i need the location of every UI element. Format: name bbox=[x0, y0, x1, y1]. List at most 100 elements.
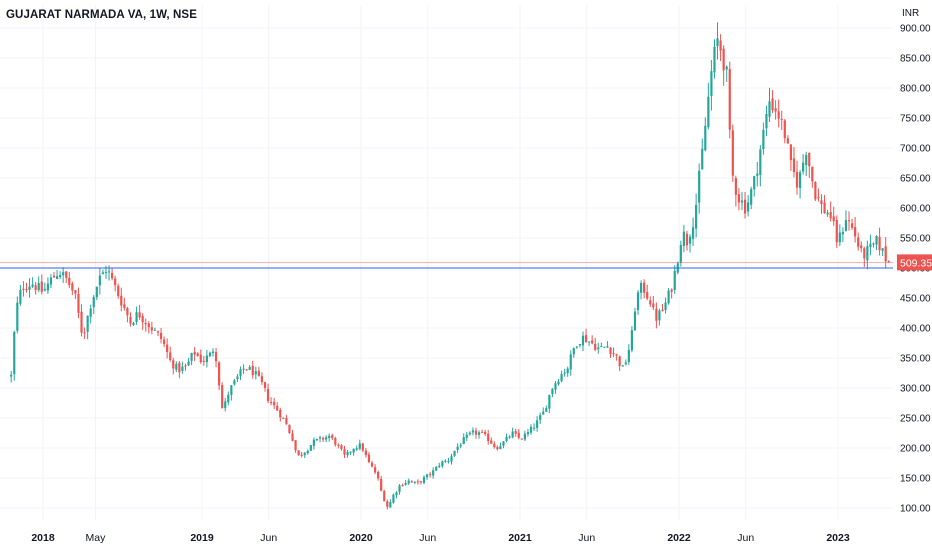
candle-body bbox=[563, 372, 566, 374]
candle-body bbox=[373, 467, 377, 473]
candle-body bbox=[111, 272, 114, 279]
candle-body bbox=[257, 370, 260, 376]
candle-body bbox=[260, 376, 264, 382]
x-tick-label: 2018 bbox=[31, 532, 55, 544]
candle-body bbox=[441, 461, 444, 467]
candle-body bbox=[786, 138, 789, 144]
candle-body bbox=[450, 456, 453, 462]
candle-body bbox=[398, 485, 401, 492]
candle-body bbox=[172, 360, 175, 369]
candle-body bbox=[759, 149, 762, 176]
candle-body bbox=[863, 248, 866, 259]
candle-body bbox=[624, 362, 627, 365]
candle-body bbox=[221, 385, 224, 409]
candle-body bbox=[847, 220, 851, 222]
candle-body bbox=[695, 205, 698, 229]
candle-body bbox=[814, 182, 817, 200]
candle-body bbox=[667, 290, 670, 304]
candle-body bbox=[401, 485, 404, 487]
candle-body bbox=[104, 272, 108, 274]
candle-body bbox=[294, 440, 297, 451]
y-tick-label: 350.00 bbox=[900, 354, 931, 365]
candle-body bbox=[646, 292, 649, 299]
candle-body bbox=[236, 376, 239, 380]
candle-body bbox=[600, 346, 603, 348]
candle-body bbox=[114, 278, 117, 286]
candle-body bbox=[795, 171, 799, 188]
candle-body bbox=[698, 170, 701, 203]
y-tick-label: 150.00 bbox=[900, 474, 931, 485]
candle-body bbox=[575, 346, 578, 348]
candle-body bbox=[805, 154, 808, 166]
candle-body bbox=[499, 446, 502, 450]
candle-body bbox=[150, 327, 153, 331]
candle-body bbox=[474, 430, 478, 435]
candle-body bbox=[627, 349, 630, 363]
candle-body bbox=[462, 437, 465, 445]
candle-body bbox=[248, 367, 251, 370]
candle-body bbox=[309, 445, 312, 451]
candle-body bbox=[107, 271, 111, 273]
candle-body bbox=[643, 282, 646, 293]
candle-body bbox=[860, 245, 863, 249]
candle-body bbox=[713, 46, 716, 73]
candle-body bbox=[734, 178, 737, 195]
candle-body bbox=[55, 276, 59, 280]
candle-body bbox=[141, 316, 144, 323]
y-tick-label: 400.00 bbox=[900, 324, 931, 335]
candle-body bbox=[850, 223, 854, 228]
candle-body bbox=[857, 237, 860, 247]
candle-body bbox=[13, 331, 16, 375]
candle-body bbox=[679, 244, 682, 264]
candle-body bbox=[361, 443, 364, 451]
candle-body bbox=[633, 311, 637, 331]
candle-body bbox=[175, 363, 178, 370]
x-tick-label: 2020 bbox=[349, 532, 373, 544]
price-label-box bbox=[897, 254, 932, 271]
candle-body bbox=[266, 388, 270, 401]
candle-body bbox=[477, 432, 481, 435]
candle-body bbox=[529, 426, 533, 433]
candle-body bbox=[156, 331, 160, 333]
candle-body bbox=[282, 417, 285, 419]
candle-body bbox=[603, 346, 606, 348]
candle-body bbox=[239, 369, 242, 376]
candle-body bbox=[750, 189, 753, 205]
candle-body bbox=[178, 362, 181, 373]
candle-body bbox=[798, 172, 802, 188]
candle-body bbox=[346, 452, 349, 456]
y-tick-label: 900.00 bbox=[900, 24, 931, 35]
candle-body bbox=[92, 296, 95, 308]
candle-body bbox=[303, 452, 306, 456]
x-tick-label: Jun bbox=[419, 532, 436, 544]
y-tick-label: 300.00 bbox=[900, 384, 931, 395]
candle-body bbox=[10, 374, 13, 377]
candle-body bbox=[224, 401, 227, 409]
candle-body bbox=[337, 444, 340, 446]
candle-body bbox=[496, 447, 499, 450]
candle-body bbox=[263, 382, 267, 389]
candle-body bbox=[737, 194, 741, 203]
y-tick-label: 750.00 bbox=[900, 114, 931, 125]
candle-body bbox=[771, 98, 774, 111]
candle-body bbox=[132, 322, 135, 325]
candle-body bbox=[508, 436, 511, 438]
candle-body bbox=[352, 448, 355, 453]
candle-body bbox=[202, 360, 205, 362]
candle-body bbox=[707, 96, 710, 128]
y-tick-label: 700.00 bbox=[900, 144, 931, 155]
candle-body bbox=[762, 129, 765, 150]
candle-body bbox=[841, 232, 844, 235]
candle-body bbox=[120, 295, 123, 306]
candle-body bbox=[159, 332, 163, 339]
candle-body bbox=[123, 304, 126, 308]
candle-body bbox=[572, 348, 575, 355]
candle-body bbox=[340, 445, 343, 450]
candle-body bbox=[630, 330, 634, 351]
candle-body bbox=[597, 347, 600, 350]
candle-body bbox=[487, 433, 490, 441]
candle-body bbox=[569, 354, 572, 370]
candle-body bbox=[101, 272, 105, 275]
candle-body bbox=[731, 130, 734, 176]
